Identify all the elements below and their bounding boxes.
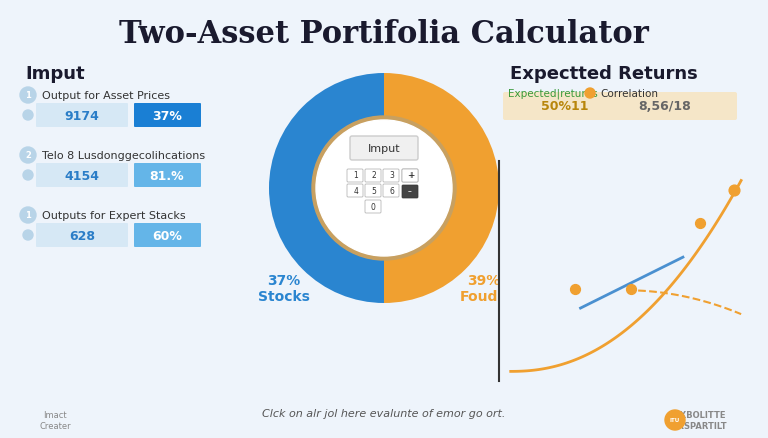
Text: 4: 4: [353, 186, 359, 195]
Point: [624, 286, 637, 293]
FancyBboxPatch shape: [383, 184, 399, 198]
Text: 1: 1: [353, 171, 359, 180]
Text: 1: 1: [25, 91, 31, 100]
FancyBboxPatch shape: [36, 223, 128, 247]
Text: 37%
Stocks: 37% Stocks: [258, 273, 310, 304]
FancyBboxPatch shape: [347, 184, 363, 198]
Circle shape: [23, 111, 33, 121]
Text: 39%
Foude: 39% Foude: [460, 273, 508, 304]
Text: +: +: [407, 171, 413, 180]
Circle shape: [23, 230, 33, 240]
Text: 60%: 60%: [152, 229, 182, 242]
Text: Expected|returns: Expected|returns: [508, 88, 598, 99]
Circle shape: [23, 171, 33, 180]
FancyBboxPatch shape: [402, 186, 418, 198]
Text: Outputs for Expert Stacks: Outputs for Expert Stacks: [42, 211, 186, 220]
Text: Imact
Creater: Imact Creater: [39, 410, 71, 430]
Text: Expectted Returns: Expectted Returns: [510, 65, 698, 83]
Circle shape: [585, 89, 595, 99]
FancyBboxPatch shape: [134, 104, 201, 128]
FancyBboxPatch shape: [36, 164, 128, 187]
FancyBboxPatch shape: [365, 170, 381, 183]
Text: Imput: Imput: [25, 65, 84, 83]
Circle shape: [20, 88, 36, 104]
Circle shape: [20, 148, 36, 164]
Text: 628: 628: [69, 229, 95, 242]
Text: 2: 2: [372, 171, 376, 180]
Text: 4154: 4154: [65, 169, 100, 182]
Text: 1: 1: [25, 211, 31, 220]
Text: 8,56/18: 8,56/18: [639, 100, 691, 113]
Point: [728, 187, 740, 194]
Text: Imput: Imput: [368, 144, 400, 154]
Text: +: +: [408, 171, 414, 180]
Text: 2: 2: [25, 151, 31, 160]
Point: [694, 219, 706, 226]
Circle shape: [20, 208, 36, 223]
Text: Output for Asset Prices: Output for Asset Prices: [42, 91, 170, 101]
FancyBboxPatch shape: [503, 93, 737, 121]
Text: 5: 5: [372, 186, 376, 195]
Text: 37%: 37%: [152, 109, 182, 122]
Circle shape: [665, 410, 685, 430]
Text: 9174: 9174: [65, 109, 99, 122]
Circle shape: [312, 117, 456, 261]
Text: Correlation: Correlation: [600, 89, 658, 99]
FancyBboxPatch shape: [350, 137, 418, 161]
FancyBboxPatch shape: [365, 184, 381, 198]
FancyBboxPatch shape: [402, 170, 418, 183]
Circle shape: [625, 288, 635, 298]
Text: –: –: [408, 187, 412, 196]
Text: OXBOLITTE
ARSPARTILT: OXBOLITTE ARSPARTILT: [672, 410, 728, 430]
Text: 81.%: 81.%: [150, 169, 184, 182]
Wedge shape: [269, 74, 384, 303]
Point: [569, 286, 581, 293]
Text: Clck on alr jol here evalunte of emor go ort.: Clck on alr jol here evalunte of emor go…: [263, 408, 505, 418]
FancyBboxPatch shape: [134, 223, 201, 247]
Text: 3: 3: [389, 171, 395, 180]
Circle shape: [316, 121, 452, 256]
Text: Two-Asset Portifolia Calculator: Two-Asset Portifolia Calculator: [119, 18, 649, 49]
Text: ITU: ITU: [670, 417, 680, 423]
Wedge shape: [384, 74, 499, 303]
FancyBboxPatch shape: [134, 164, 201, 187]
Text: 0: 0: [371, 202, 376, 211]
FancyBboxPatch shape: [36, 104, 128, 128]
FancyBboxPatch shape: [347, 170, 363, 183]
Text: Output: Output: [565, 288, 608, 298]
Text: Telo 8 Lusdonggecolihcations: Telo 8 Lusdonggecolihcations: [42, 151, 205, 161]
FancyBboxPatch shape: [365, 201, 381, 213]
FancyBboxPatch shape: [402, 170, 418, 183]
Text: 6: 6: [389, 186, 395, 195]
FancyBboxPatch shape: [383, 170, 399, 183]
Text: 50%11: 50%11: [541, 100, 589, 113]
